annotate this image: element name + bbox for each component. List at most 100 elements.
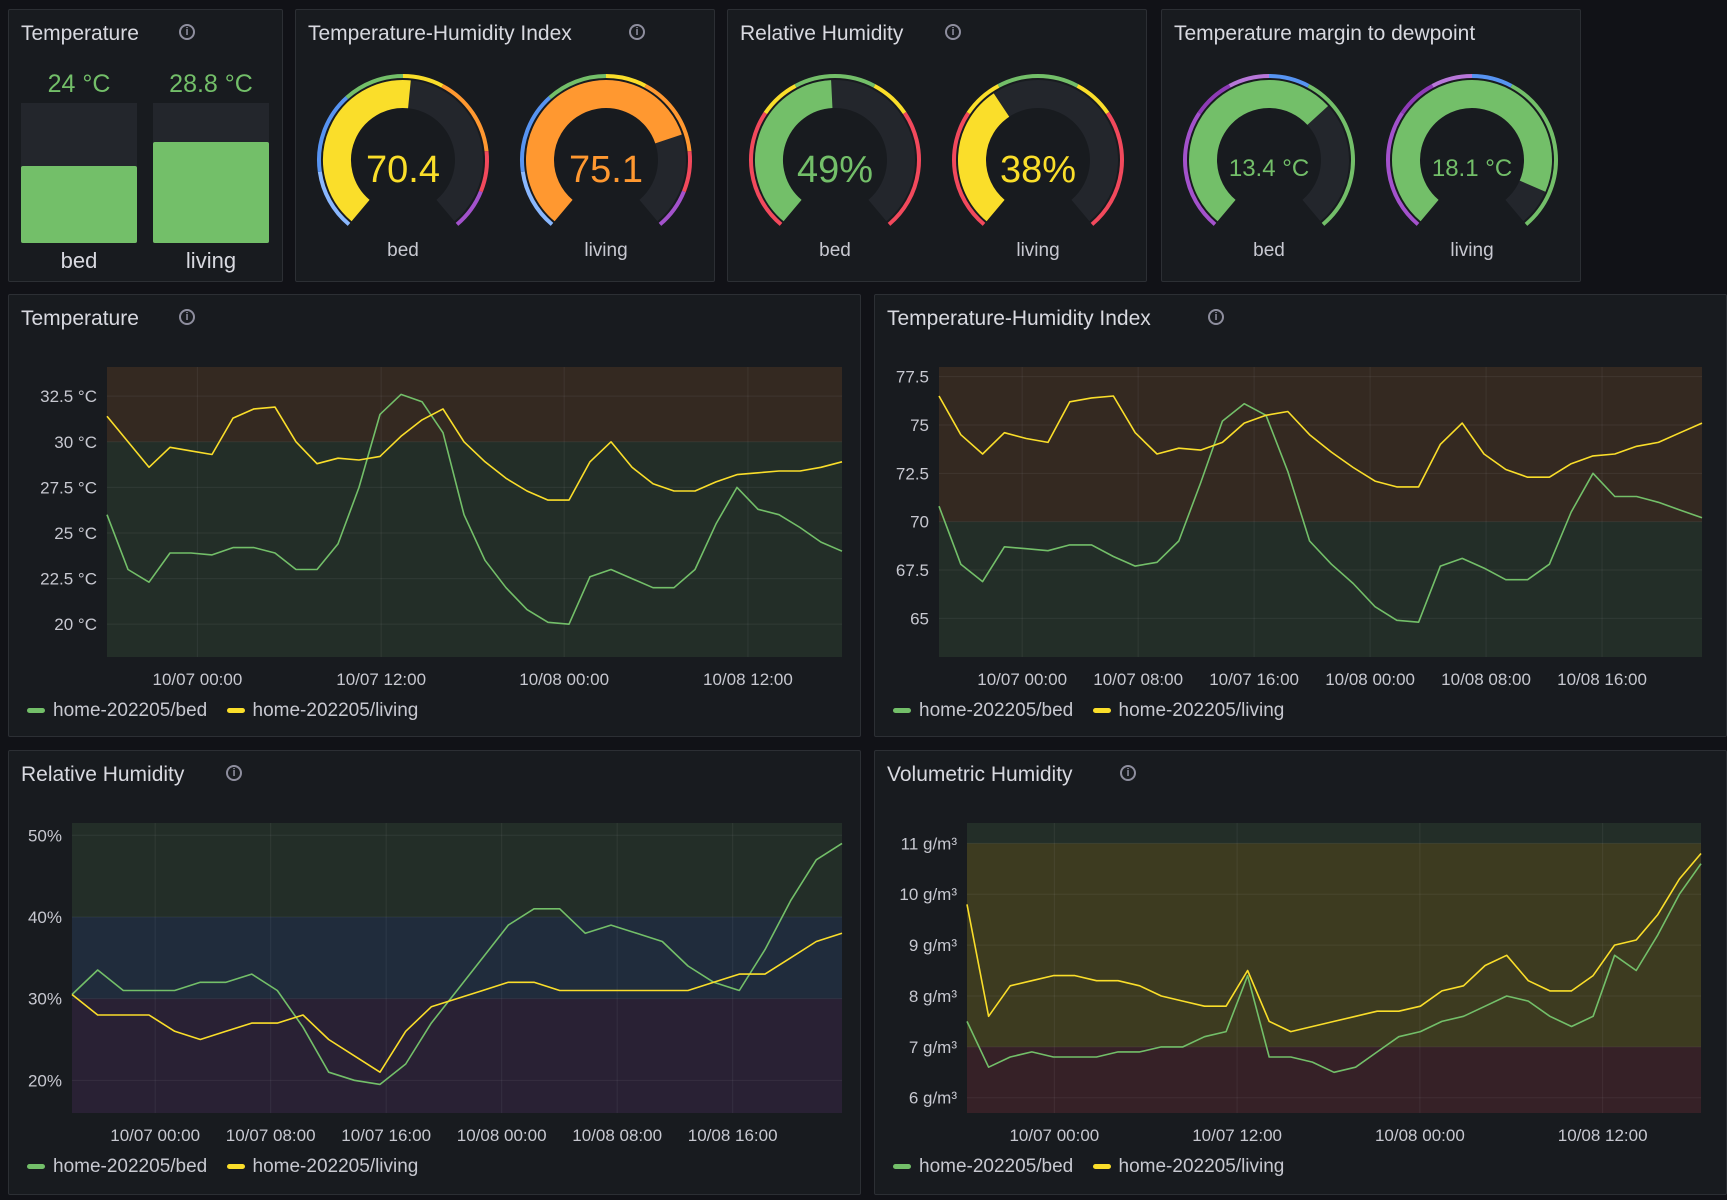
thi-threshold-band bbox=[345, 74, 404, 100]
thi-gauges: 70.4 bed 75.1 living bbox=[317, 74, 692, 261]
dewpoint-gauge-label: living bbox=[1450, 240, 1493, 261]
humidity-gauge-fill bbox=[755, 80, 834, 222]
bed-series-line bbox=[966, 863, 1702, 1074]
living-bar-track bbox=[153, 103, 269, 243]
thi-gauge-label: living bbox=[584, 240, 627, 261]
info-icon[interactable]: i bbox=[179, 309, 195, 325]
bed-series-line bbox=[106, 393, 843, 626]
y-tick-label: 20% bbox=[28, 1071, 62, 1090]
dewpoint-threshold-band bbox=[1183, 111, 1217, 226]
temperature-chart: 32.5 °C 30 °C 27.5 °C 25 °C 22.5 °C 20 °C 10/0… bbox=[40, 367, 843, 689]
info-icon[interactable]: i bbox=[945, 24, 961, 40]
dewpoint-threshold-band bbox=[1431, 74, 1473, 88]
thi-threshold-band bbox=[520, 96, 552, 172]
living-series-line bbox=[71, 932, 843, 1074]
humidity-chart: 50% 40% 30% 20% 10/07 00:00 10/07 08:00 10/07 … bbox=[28, 823, 843, 1145]
x-tick-label: 10/08 00:00 bbox=[1375, 1126, 1465, 1145]
x-tick-label: 10/08 16:00 bbox=[1557, 670, 1647, 689]
thi-threshold-band bbox=[479, 151, 489, 193]
thi-threshold-band bbox=[317, 171, 351, 226]
dewpoint-threshold-band bbox=[1228, 74, 1270, 88]
volumetric-humidity-chart-panel: Volumetric Humidity i 11 g/m³ 10 g/m³ 9 g/… bbox=[874, 750, 1727, 1195]
bed-temperature-value: 24 °C bbox=[47, 70, 111, 98]
legend-bed[interactable]: home-202205/bed bbox=[27, 700, 207, 722]
temperature-stat-panel: Temperature i 24 °C 28.8 °C bed living bbox=[8, 9, 283, 282]
bed-label: bed bbox=[60, 248, 98, 273]
panel-title: Temperature bbox=[21, 22, 139, 45]
y-tick-label: 22.5 °C bbox=[40, 570, 97, 589]
y-tick-label: 30 °C bbox=[54, 433, 97, 452]
bed-bar-track bbox=[21, 103, 137, 243]
legend-living[interactable]: home-202205/living bbox=[1092, 1156, 1284, 1178]
dewpoint-threshold-band bbox=[1197, 84, 1231, 115]
y-tick-label: 11 g/m³ bbox=[901, 834, 958, 853]
legend-bed[interactable]: home-202205/bed bbox=[893, 1156, 1073, 1178]
chart-legend: home-202205/bed home-202205/living bbox=[27, 700, 432, 722]
living-bar-fill bbox=[153, 142, 269, 243]
thi-threshold-band bbox=[317, 96, 349, 172]
dewpoint-threshold-band bbox=[1400, 84, 1434, 115]
dewpoint-gauge-fill bbox=[1392, 80, 1552, 222]
info-icon[interactable]: i bbox=[179, 24, 195, 40]
thi-threshold-band bbox=[605, 74, 647, 88]
chart-legend: home-202205/bed home-202205/living bbox=[27, 1156, 432, 1178]
dewpoint-gauge-panel: Temperature margin to dewpoint 13.4 °C be… bbox=[1161, 9, 1581, 282]
thi-gauge-label: bed bbox=[387, 240, 419, 261]
x-tick-label: 10/07 12:00 bbox=[336, 670, 426, 689]
dewpoint-threshold-band bbox=[1268, 74, 1310, 88]
panel-title: Relative Humidity bbox=[740, 22, 904, 45]
legend-bed[interactable]: home-202205/bed bbox=[893, 700, 1073, 722]
dewpoint-gauges: 13.4 °C bed 18.1 °C living bbox=[1183, 74, 1558, 261]
dewpoint-gauge-value: 18.1 °C bbox=[1432, 155, 1512, 182]
humidity-gauge-label: bed bbox=[819, 240, 851, 261]
x-tick-label: 10/07 00:00 bbox=[152, 670, 242, 689]
legend-living[interactable]: home-202205/living bbox=[226, 700, 418, 722]
y-tick-label: 20 °C bbox=[54, 615, 97, 634]
thi-gauge-value: 75.1 bbox=[569, 149, 643, 191]
threshold-region bbox=[72, 998, 842, 1113]
threshold-region bbox=[967, 823, 1701, 844]
x-tick-label: 10/08 12:00 bbox=[703, 670, 793, 689]
legend-living[interactable]: home-202205/living bbox=[226, 1156, 418, 1178]
humidity-threshold-band bbox=[887, 111, 921, 226]
living-series-line bbox=[106, 406, 843, 501]
info-icon[interactable]: i bbox=[1208, 309, 1224, 325]
humidity-gauge-label: living bbox=[1016, 240, 1059, 261]
humidity-gauge-fill bbox=[958, 93, 1010, 222]
temperature-chart-panel: Temperature i 32.5 °C 30 °C 27.5 °C 25 °C 22… bbox=[8, 294, 861, 737]
y-tick-label: 40% bbox=[28, 908, 62, 927]
living-temperature-value: 28.8 °C bbox=[169, 70, 253, 98]
x-tick-label: 10/08 00:00 bbox=[457, 1126, 547, 1145]
info-icon[interactable]: i bbox=[1120, 765, 1136, 781]
panel-title: Temperature-Humidity Index bbox=[308, 22, 572, 45]
humidity-threshold-band bbox=[1076, 84, 1110, 115]
threshold-region bbox=[967, 1046, 1701, 1113]
thi-threshold-band bbox=[644, 84, 692, 152]
legend-living[interactable]: home-202205/living bbox=[1092, 700, 1284, 722]
y-tick-label: 25 °C bbox=[54, 524, 97, 543]
threshold-region bbox=[939, 521, 1702, 657]
thi-gauge-fill bbox=[526, 80, 682, 222]
x-tick-label: 10/08 12:00 bbox=[1558, 1126, 1648, 1145]
info-icon[interactable]: i bbox=[629, 24, 645, 40]
x-tick-label: 10/07 08:00 bbox=[1093, 670, 1183, 689]
volumetric-humidity-chart: 11 g/m³ 10 g/m³ 9 g/m³ 8 g/m³ 7 g/m³ 6 g/m³ 10… bbox=[899, 823, 1702, 1145]
legend-bed[interactable]: home-202205/bed bbox=[27, 1156, 207, 1178]
chart-legend: home-202205/bed home-202205/living bbox=[893, 700, 1298, 722]
x-tick-label: 10/07 00:00 bbox=[1009, 1126, 1099, 1145]
x-tick-label: 10/08 08:00 bbox=[572, 1126, 662, 1145]
humidity-threshold-band bbox=[794, 74, 876, 88]
humidity-threshold-band bbox=[997, 74, 1079, 88]
info-icon[interactable]: i bbox=[226, 765, 242, 781]
dewpoint-threshold-band bbox=[1307, 84, 1355, 226]
threshold-region bbox=[967, 843, 1701, 1047]
dewpoint-threshold-band bbox=[1471, 74, 1513, 88]
humidity-threshold-band bbox=[1090, 111, 1124, 226]
chart-legend: home-202205/bed home-202205/living bbox=[893, 1156, 1298, 1178]
panel-title: Relative Humidity bbox=[21, 763, 185, 786]
humidity-gauge-value: 49% bbox=[797, 149, 873, 191]
living-series-line bbox=[966, 852, 1702, 1033]
thi-threshold-band bbox=[441, 84, 489, 152]
humidity-threshold-band bbox=[966, 84, 1000, 115]
humidity-gauge-value: 38% bbox=[1000, 149, 1076, 191]
